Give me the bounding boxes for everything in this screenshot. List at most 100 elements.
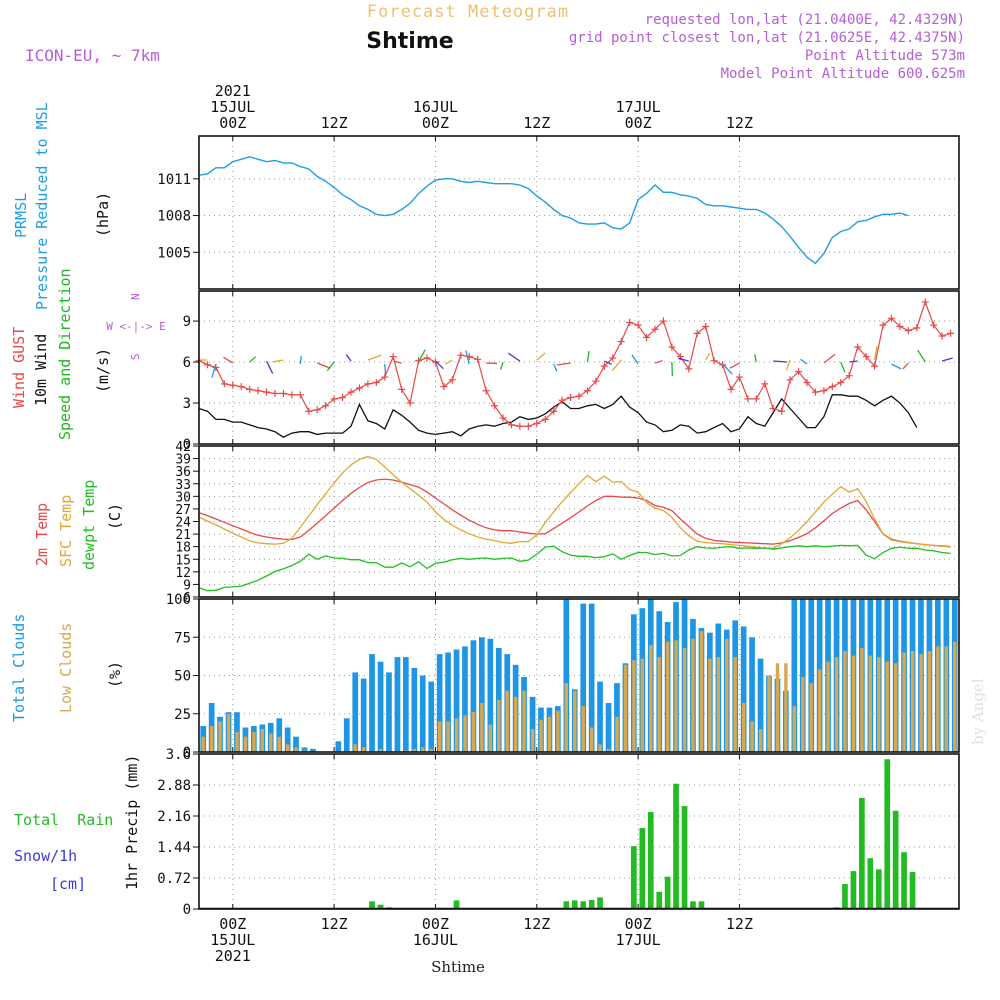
total-clouds-bar xyxy=(479,637,485,753)
wind-direction-arrow xyxy=(785,359,791,371)
top-time-label: 00Z xyxy=(625,114,652,132)
gust-point xyxy=(744,395,752,403)
low-clouds-bar xyxy=(902,652,906,752)
total-clouds-bar xyxy=(529,696,536,752)
y-tick-label: 0 xyxy=(183,437,191,453)
y-tick-label: 100 xyxy=(166,592,191,608)
pressure-panel: 1005 1008 1011 xyxy=(157,135,960,290)
low-clouds-bar xyxy=(556,710,560,752)
low-clouds-bar xyxy=(691,638,695,752)
total-clouds-bar xyxy=(284,727,291,752)
pressure-unit: (hPa) xyxy=(94,192,112,237)
precip-unit: 1hr Precip (mm) xyxy=(123,755,141,890)
cloud-panel-labels: Total Clouds Low Clouds (%) xyxy=(10,614,124,722)
prmsl-label: PRMSL xyxy=(12,193,30,238)
model-label: ICON-EU, ~ 7km xyxy=(25,46,160,65)
gust-point xyxy=(457,351,465,359)
gust-point xyxy=(254,387,262,395)
gust-label: Wind GUST xyxy=(10,327,28,408)
low-clouds-bar xyxy=(598,744,602,752)
bottom-time-label: 17JUL xyxy=(616,931,661,949)
gust-point xyxy=(355,384,363,392)
top-time-label: 12Z xyxy=(523,114,550,132)
rain-bar xyxy=(681,806,688,909)
y-tick-label: 39 xyxy=(175,453,191,468)
total-clouds-bar xyxy=(588,603,595,752)
temp2m-series-line xyxy=(198,478,951,548)
model-altitude: Model Point Altitude 600.625m xyxy=(721,66,965,82)
total-clouds-bar xyxy=(369,654,375,752)
gust-point xyxy=(229,381,237,389)
gust-point xyxy=(837,379,845,387)
top-time-label: 00Z xyxy=(219,114,246,132)
low-clouds-bar xyxy=(843,651,847,752)
low-clouds-bar xyxy=(767,675,771,752)
gust-point xyxy=(305,407,313,415)
low-clouds-bar xyxy=(252,732,256,752)
wind-panel: 0 3 6 9 xyxy=(183,290,960,453)
temp-unit: (C) xyxy=(106,503,124,530)
wind-direction-arrow xyxy=(299,356,302,365)
y-tick-label: 15 xyxy=(175,553,191,568)
precip-panel-labels: Total Rain Snow/1h [cm] 1hr Precip (mm) xyxy=(14,755,141,893)
low-clouds-bar xyxy=(362,747,366,752)
rain-bar xyxy=(647,812,654,909)
y-tick-label: 50 xyxy=(174,669,191,685)
low-clouds-bar xyxy=(260,729,264,752)
gust-point xyxy=(643,333,651,341)
wind-direction-arrow xyxy=(445,359,453,365)
wind-direction-arrow xyxy=(249,356,257,363)
low-clouds-bar xyxy=(201,736,205,752)
panel-frame xyxy=(198,598,960,753)
y-tick-label: 1011 xyxy=(157,172,191,188)
rain-bar xyxy=(842,884,848,909)
wind-direction-arrow xyxy=(823,353,836,364)
low-clouds-bar xyxy=(454,718,459,752)
low-clouds-bar xyxy=(412,748,416,752)
low-clouds-bar xyxy=(294,747,298,752)
gust-point xyxy=(710,357,718,365)
wind-direction-arrow xyxy=(417,349,426,363)
rain-bar xyxy=(631,846,637,909)
gust-series-line xyxy=(198,300,951,427)
low-clouds-bar xyxy=(649,644,653,752)
wind-direction-arrow xyxy=(891,363,902,370)
gust-point xyxy=(871,362,879,370)
low-clouds-label: Low Clouds xyxy=(57,623,75,713)
y-tick-label: 6 xyxy=(183,591,191,606)
rain-bar xyxy=(901,852,907,909)
wind-direction-arrow xyxy=(434,360,444,370)
low-clouds-bar xyxy=(438,721,442,752)
gust-point xyxy=(592,377,600,385)
station-name: Shtime xyxy=(366,29,453,54)
total-clouds-bar xyxy=(445,652,451,752)
total-clouds-bar xyxy=(749,637,755,753)
gust-point xyxy=(533,420,541,428)
gust-point xyxy=(423,354,431,362)
wind-direction-arrow xyxy=(677,357,689,362)
gust-point xyxy=(322,402,330,410)
gust-point xyxy=(440,383,448,391)
y-tick-label: 2.16 xyxy=(157,809,191,825)
gust-point xyxy=(220,380,228,388)
total-clouds-bar xyxy=(394,657,401,752)
gust-point xyxy=(904,327,912,335)
y-tick-label: 24 xyxy=(175,516,191,531)
total-clouds-bar xyxy=(453,649,460,752)
rain-bar xyxy=(875,869,882,909)
wind-direction-arrow xyxy=(465,350,470,365)
cloud-unit: (%) xyxy=(106,661,124,688)
rain-bar xyxy=(597,897,603,909)
snow-unit-label: [cm] xyxy=(50,875,86,893)
y-tick-label: 0 xyxy=(183,745,191,761)
gust-point xyxy=(845,372,853,380)
y-tick-label: 42 xyxy=(175,440,191,455)
gust-point xyxy=(516,422,524,430)
total-clouds-bar xyxy=(563,599,570,752)
y-tick-label: 9 xyxy=(183,314,191,330)
total-rain-label: Total Rain xyxy=(14,811,113,829)
total-clouds-bar xyxy=(360,678,367,752)
wind-direction-arrow xyxy=(800,358,808,365)
sfc-temp-series-line xyxy=(198,455,951,549)
gust-point xyxy=(491,402,499,410)
